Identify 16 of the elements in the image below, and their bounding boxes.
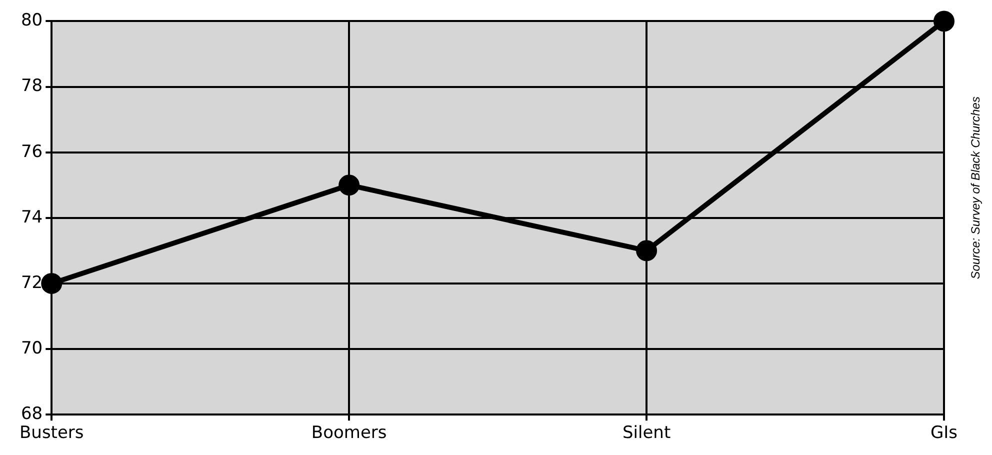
y-tick-label: 70 <box>20 338 43 358</box>
point <box>41 272 62 294</box>
x-tick-label: Silent <box>622 423 671 444</box>
y-tick-label: 72 <box>20 272 43 293</box>
x-tick-label: Boomers <box>311 423 387 444</box>
point <box>338 174 360 196</box>
y-tick-label: 78 <box>20 76 43 96</box>
y-tick-label: 68 <box>20 404 43 424</box>
source-note: Source: Survey of Black Churches <box>968 96 982 280</box>
x-tick-label: Busters <box>20 423 84 444</box>
y-tick-label: 80 <box>20 10 43 31</box>
point <box>636 240 658 262</box>
y-tick-label: 76 <box>20 142 43 162</box>
y-tick-label: 74 <box>20 207 43 228</box>
x-tick-label: GIs <box>930 423 958 444</box>
point <box>934 10 954 32</box>
